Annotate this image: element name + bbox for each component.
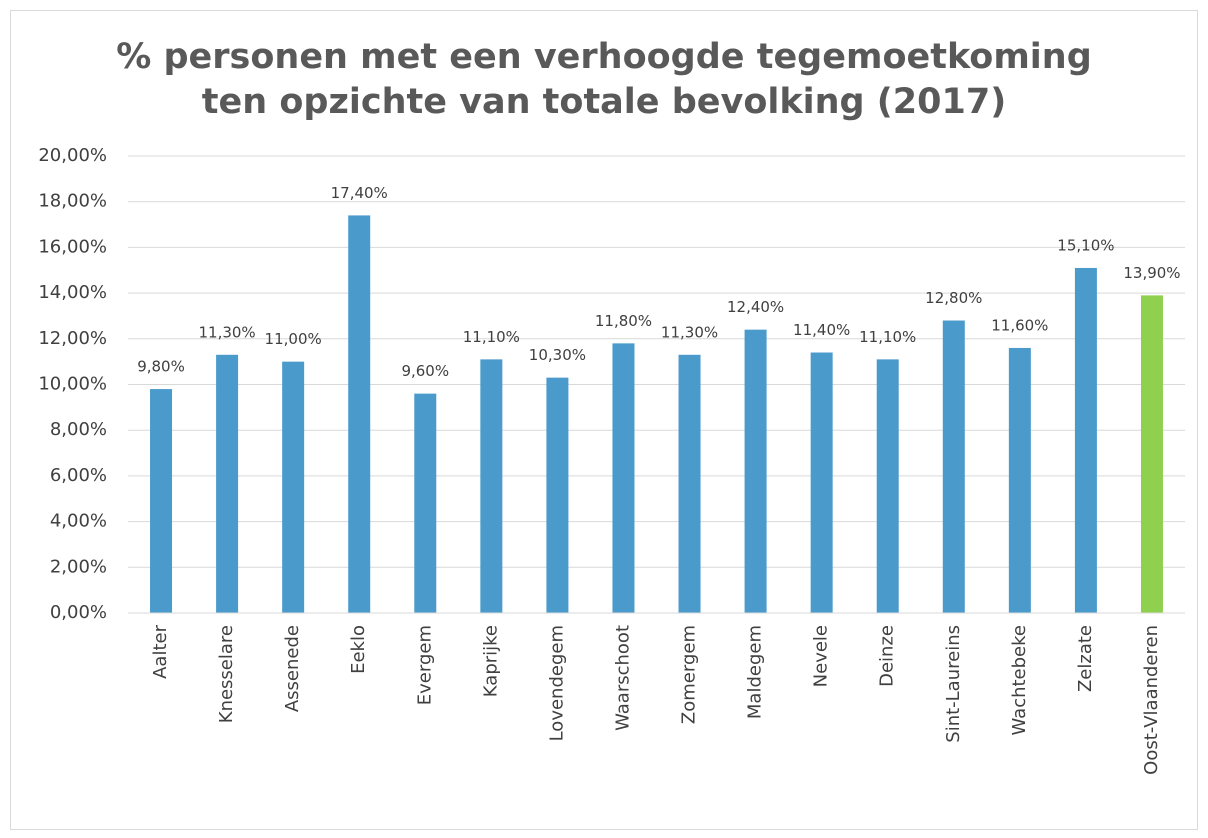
y-tick-label: 0,00% bbox=[50, 602, 107, 623]
chart-title: % personen met een verhoogde tegemoetkom… bbox=[116, 37, 1092, 77]
x-tick-label: Assenede bbox=[282, 625, 303, 712]
y-tick-label: 12,00% bbox=[38, 328, 107, 349]
bar bbox=[282, 361, 305, 613]
x-tick-label: Eeklo bbox=[348, 625, 369, 674]
data-label: 11,40% bbox=[793, 321, 850, 339]
bar bbox=[546, 377, 569, 613]
data-label: 9,80% bbox=[137, 358, 185, 376]
data-label: 11,60% bbox=[991, 316, 1048, 334]
chart-border bbox=[10, 10, 1198, 830]
chart-title: ten opzichte van totale bevolking (2017) bbox=[202, 82, 1006, 122]
x-tick-label: Aalter bbox=[150, 624, 171, 678]
x-tick-label: Kaprijke bbox=[480, 625, 501, 697]
y-tick-label: 6,00% bbox=[50, 465, 107, 486]
x-tick-label: Lovendegem bbox=[546, 625, 567, 741]
bar bbox=[1008, 347, 1031, 613]
y-tick-label: 14,00% bbox=[38, 282, 107, 303]
bar bbox=[810, 352, 833, 613]
bar bbox=[744, 329, 767, 613]
data-label: 11,10% bbox=[859, 328, 916, 346]
data-label: 15,10% bbox=[1057, 236, 1114, 254]
data-label: 11,80% bbox=[595, 312, 652, 330]
x-tick-label: Wachtebeke bbox=[1009, 625, 1030, 735]
bar bbox=[612, 343, 635, 613]
bar bbox=[942, 320, 965, 613]
x-tick-label: Zomergem bbox=[679, 625, 700, 724]
data-label: 12,80% bbox=[925, 289, 982, 307]
x-tick-label: Oost-Vlaanderen bbox=[1141, 625, 1162, 775]
data-label: 13,90% bbox=[1123, 264, 1180, 282]
x-tick-label: Waarschoot bbox=[612, 625, 633, 731]
bar bbox=[1074, 267, 1097, 613]
x-tick-label: Evergem bbox=[414, 625, 435, 705]
data-label: 17,40% bbox=[331, 184, 388, 202]
data-label: 11,30% bbox=[198, 323, 255, 341]
bar bbox=[480, 359, 503, 613]
y-tick-label: 20,00% bbox=[38, 145, 107, 166]
data-label: 10,30% bbox=[529, 346, 586, 364]
data-label: 9,60% bbox=[401, 362, 449, 380]
y-tick-label: 4,00% bbox=[50, 511, 107, 532]
x-tick-label: Sint-Laureins bbox=[943, 625, 964, 743]
x-tick-label: Maldegem bbox=[745, 625, 766, 719]
x-tick-label: Zelzate bbox=[1075, 625, 1096, 692]
y-tick-label: 2,00% bbox=[50, 556, 107, 577]
x-tick-label: Knesselare bbox=[216, 625, 237, 723]
bar bbox=[1140, 295, 1163, 613]
bar bbox=[678, 354, 701, 613]
data-label: 12,40% bbox=[727, 298, 784, 316]
y-tick-label: 8,00% bbox=[50, 419, 107, 440]
x-tick-label: Nevele bbox=[811, 625, 832, 687]
bar bbox=[348, 215, 371, 613]
bar bbox=[216, 354, 239, 613]
bar bbox=[150, 389, 173, 613]
y-tick-label: 16,00% bbox=[38, 236, 107, 257]
y-tick-label: 18,00% bbox=[38, 191, 107, 212]
y-tick-label: 10,00% bbox=[38, 374, 107, 395]
x-tick-label: Deinze bbox=[877, 625, 898, 687]
data-label: 11,10% bbox=[463, 328, 520, 346]
bar bbox=[876, 359, 899, 613]
data-label: 11,00% bbox=[265, 330, 322, 348]
data-label: 11,30% bbox=[661, 323, 718, 341]
bar bbox=[414, 393, 437, 613]
